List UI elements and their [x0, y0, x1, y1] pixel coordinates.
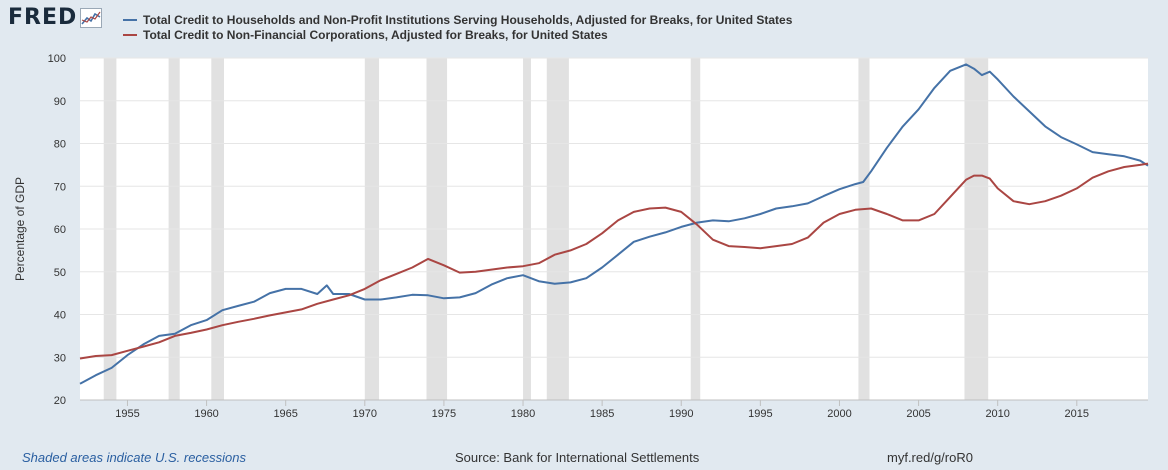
recession-note[interactable]: Shaded areas indicate U.S. recessions [22, 450, 247, 465]
y-tick-60: 60 [54, 224, 66, 236]
y-axis-ticks: 20 30 40 50 60 70 80 90 100 [48, 53, 66, 407]
y-tick-20: 20 [54, 395, 66, 407]
y-tick-50: 50 [54, 267, 66, 279]
fred-graph-icon [80, 8, 103, 28]
legend-label-households: Total Credit to Households and Non-Profi… [143, 12, 793, 27]
x-tick-2015: 2015 [1065, 408, 1089, 420]
series-line-corporations [79, 162, 1149, 360]
gridlines [80, 57, 1148, 401]
y-tick-70: 70 [54, 181, 66, 193]
y-tick-100: 100 [48, 53, 66, 65]
legend-item-corporations[interactable]: Total Credit to Non-Financial Corporatio… [123, 27, 792, 42]
x-tick-1970: 1970 [353, 408, 377, 420]
x-tick-1960: 1960 [194, 408, 218, 420]
series-lines [79, 63, 1149, 385]
legend-item-households[interactable]: Total Credit to Households and Non-Profi… [123, 12, 792, 27]
fred-logo[interactable]: FRED [8, 5, 103, 30]
x-tick-1975: 1975 [432, 408, 456, 420]
line-chart: 20 30 40 50 60 70 80 90 100 1955 1960 1965 1970 1975… [13, 53, 1149, 420]
x-tick-2010: 2010 [985, 408, 1009, 420]
x-tick-1990: 1990 [669, 408, 693, 420]
legend-swatch-corporations [123, 33, 137, 36]
series-line-households [79, 63, 1149, 385]
y-tick-90: 90 [54, 96, 66, 108]
source-text: Source: Bank for International Settlemen… [455, 450, 700, 465]
legend-label-corporations: Total Credit to Non-Financial Corporatio… [143, 27, 608, 42]
y-tick-30: 30 [54, 352, 66, 364]
legend-swatch-households [123, 18, 137, 21]
y-tick-80: 80 [54, 139, 66, 151]
share-url[interactable]: myf.red/g/roR0 [887, 450, 973, 465]
x-tick-1955: 1955 [115, 408, 139, 420]
fred-logo-text: FRED [8, 5, 78, 30]
y-tick-40: 40 [54, 310, 66, 322]
x-tick-2005: 2005 [906, 408, 930, 420]
y-axis-label: Percentage of GDP [13, 177, 27, 281]
x-tick-1985: 1985 [590, 408, 614, 420]
x-axis-ticks: 1955 1960 1965 1970 1975 1980 1985 1990 1995 2000… [115, 400, 1089, 420]
x-tick-1995: 1995 [748, 408, 772, 420]
x-tick-1965: 1965 [273, 408, 297, 420]
x-tick-1980: 1980 [511, 408, 535, 420]
legend: Total Credit to Households and Non-Profi… [123, 12, 792, 42]
x-tick-2000: 2000 [827, 408, 851, 420]
